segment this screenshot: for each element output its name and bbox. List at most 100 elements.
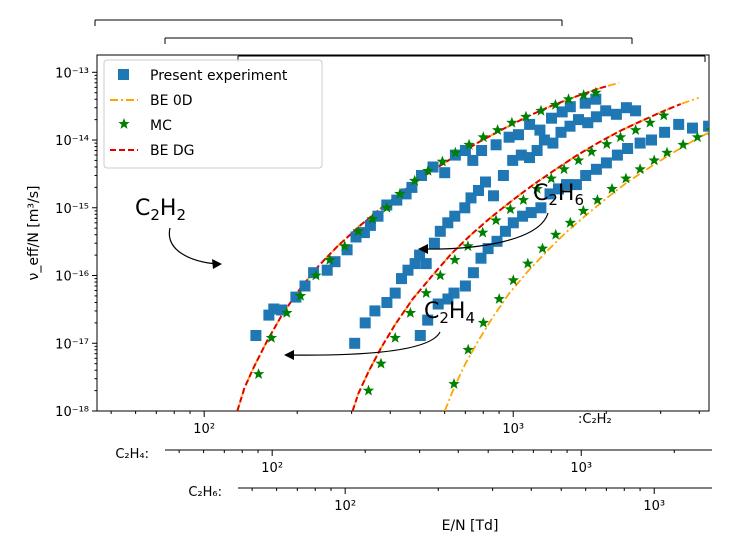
data-point-mc-c2h2 bbox=[520, 110, 532, 122]
data-point-mc-c2h6 bbox=[677, 138, 689, 150]
data-point-experiment-c2h2 bbox=[579, 97, 591, 109]
data-point-mc-c2h4 bbox=[601, 138, 613, 149]
data-point-mc-c2h4 bbox=[420, 287, 432, 298]
data-point-experiment-c2h2 bbox=[276, 304, 288, 316]
data-point-experiment-c2h6 bbox=[459, 280, 471, 292]
data-point-mc-c2h4 bbox=[477, 226, 489, 238]
data-point-experiment-c2h6 bbox=[544, 188, 556, 200]
data-point-mc-c2h6 bbox=[493, 293, 505, 304]
data-point-experiment-c2h2 bbox=[364, 219, 376, 231]
data-point-experiment-c2h6 bbox=[611, 149, 623, 161]
data-point-experiment-c2h4 bbox=[547, 137, 559, 149]
x-axis-c2h4: 10² 10³ C₂H₄: bbox=[115, 447, 712, 476]
data-point-experiment-c2h6 bbox=[525, 207, 537, 219]
data-point-experiment-c2h6 bbox=[687, 122, 698, 134]
data-point-experiment-c2h2 bbox=[329, 256, 341, 268]
data-point-experiment-c2h6 bbox=[491, 235, 503, 247]
y-tick-label: 10⁻¹⁶ bbox=[55, 270, 89, 285]
data-point-experiment-c2h4 bbox=[428, 237, 440, 249]
data-point-experiment-c2h2 bbox=[268, 303, 280, 315]
data-point-experiment-c2h2 bbox=[299, 280, 311, 292]
data-point-experiment-c2h4 bbox=[396, 273, 407, 285]
data-point-mc-c2h2 bbox=[294, 289, 307, 301]
data-point-experiment-c2h6 bbox=[553, 183, 564, 195]
data-point-mc-c2h2 bbox=[366, 213, 378, 224]
data-point-experiment-c2h2 bbox=[350, 231, 362, 243]
data-point-mc-c2h2 bbox=[265, 331, 278, 343]
data-point-mc-c2h6 bbox=[507, 274, 519, 286]
data-point-mc-c2h4 bbox=[658, 109, 670, 121]
y-tick-label: 10⁻¹⁴ bbox=[55, 134, 89, 149]
x-axis-title: E/N [Td] bbox=[442, 518, 499, 534]
data-point-experiment-c2h6 bbox=[600, 157, 612, 169]
data-point-experiment-c2h6 bbox=[499, 225, 511, 237]
data-point-mc-c2h4 bbox=[517, 194, 530, 205]
x-tick-label: 10² bbox=[261, 461, 283, 476]
x-tick-label: 10² bbox=[193, 422, 215, 437]
data-point-experiment-c2h4 bbox=[630, 105, 642, 117]
data-point-mc-c2h2 bbox=[394, 187, 406, 199]
data-point-experiment-c2h4 bbox=[582, 117, 594, 129]
y-tick-label: 10⁻¹³ bbox=[55, 66, 89, 81]
data-point-mc-c2h2 bbox=[449, 146, 462, 158]
data-point-experiment-c2h2 bbox=[400, 188, 412, 200]
data-point-experiment-c2h6 bbox=[507, 217, 519, 229]
data-point-mc-c2h4 bbox=[462, 240, 474, 252]
data-point-mc-c2h6 bbox=[591, 194, 604, 205]
plot-frame bbox=[96, 54, 710, 412]
annotation-c2h6: C2H6 bbox=[533, 181, 584, 209]
data-point-mc-c2h4 bbox=[504, 203, 517, 215]
x-axis-c2h6: 10² 10³ C₂H₆: bbox=[188, 485, 712, 514]
data-point-experiment-c2h4 bbox=[507, 154, 519, 166]
legend-label-bedg: BE DG bbox=[150, 143, 195, 159]
data-point-experiment-c2h4 bbox=[420, 258, 432, 270]
data-point-experiment-c2h2 bbox=[406, 181, 418, 193]
data-point-experiment-c2h4 bbox=[449, 210, 461, 222]
arrow-c2h4 bbox=[287, 331, 441, 356]
data-point-mc-c2h6 bbox=[462, 343, 474, 355]
data-point-experiment-c2h6 bbox=[432, 298, 444, 310]
data-point-mc-c2h2 bbox=[324, 253, 336, 265]
data-point-mc-c2h6 bbox=[705, 128, 709, 135]
data-point-mc-c2h4 bbox=[614, 131, 627, 143]
data-point-mc-c2h6 bbox=[477, 316, 490, 328]
data-point-mc-c2h4 bbox=[644, 116, 656, 128]
data-point-experiment-c2h2 bbox=[416, 170, 427, 181]
data-point-mc-c2h6 bbox=[522, 257, 534, 269]
data-point-mc-c2h2 bbox=[422, 164, 434, 176]
data-point-experiment-c2h6 bbox=[482, 243, 494, 255]
data-point-experiment-c2h2 bbox=[490, 139, 502, 151]
y-tick-label: 10⁻¹⁵ bbox=[55, 202, 89, 217]
data-point-experiment-c2h6 bbox=[561, 179, 572, 191]
y-axis-title: ν_eff/N [m³/s] bbox=[26, 186, 42, 281]
data-point-mc-c2h6 bbox=[691, 131, 704, 143]
data-point-experiment-c2h6 bbox=[590, 163, 602, 175]
x-axes: 10² 10³:C₂H₂ 10² 10³ C₂H₄: 10² 10³ C₂H₆: bbox=[110, 411, 712, 514]
data-point-experiment-c2h2 bbox=[590, 93, 602, 105]
annotation-c2h4: C2H4 bbox=[424, 299, 475, 327]
data-point-mc-c2h4 bbox=[449, 253, 461, 265]
data-point-mc-c2h4 bbox=[434, 269, 446, 281]
data-point-experiment-c2h2 bbox=[546, 112, 557, 124]
data-point-mc-c2h2 bbox=[535, 104, 547, 116]
legend-box bbox=[103, 59, 323, 169]
data-point-experiment-c2h6 bbox=[475, 252, 487, 264]
data-point-mc-c2h6 bbox=[606, 182, 618, 194]
x-tick-label: 10² bbox=[334, 499, 356, 514]
data-point-mc-c2h2 bbox=[562, 93, 575, 105]
data-point-mc-c2h6 bbox=[720, 118, 732, 129]
data-point-mc-c2h2 bbox=[339, 240, 351, 252]
legend-marker-square bbox=[118, 69, 129, 80]
data-point-experiment-c2h4 bbox=[600, 105, 612, 117]
data-point-experiment-c2h2 bbox=[321, 264, 333, 276]
data-point-mc-c2h6 bbox=[448, 378, 460, 389]
data-point-experiment-c2h4 bbox=[573, 114, 584, 126]
data-point-experiment-c2h4 bbox=[610, 108, 622, 120]
data-point-experiment-c2h2 bbox=[467, 154, 479, 166]
data-point-experiment-c2h4 bbox=[590, 111, 602, 123]
legend: Present experiment BE 0D MC BE DG bbox=[103, 59, 323, 169]
legend-marker-star bbox=[118, 118, 130, 129]
data-point-experiment-c2h6 bbox=[517, 210, 529, 222]
data-point-experiment-c2h4 bbox=[497, 170, 509, 181]
data-point-mc-c2h6 bbox=[735, 114, 746, 125]
